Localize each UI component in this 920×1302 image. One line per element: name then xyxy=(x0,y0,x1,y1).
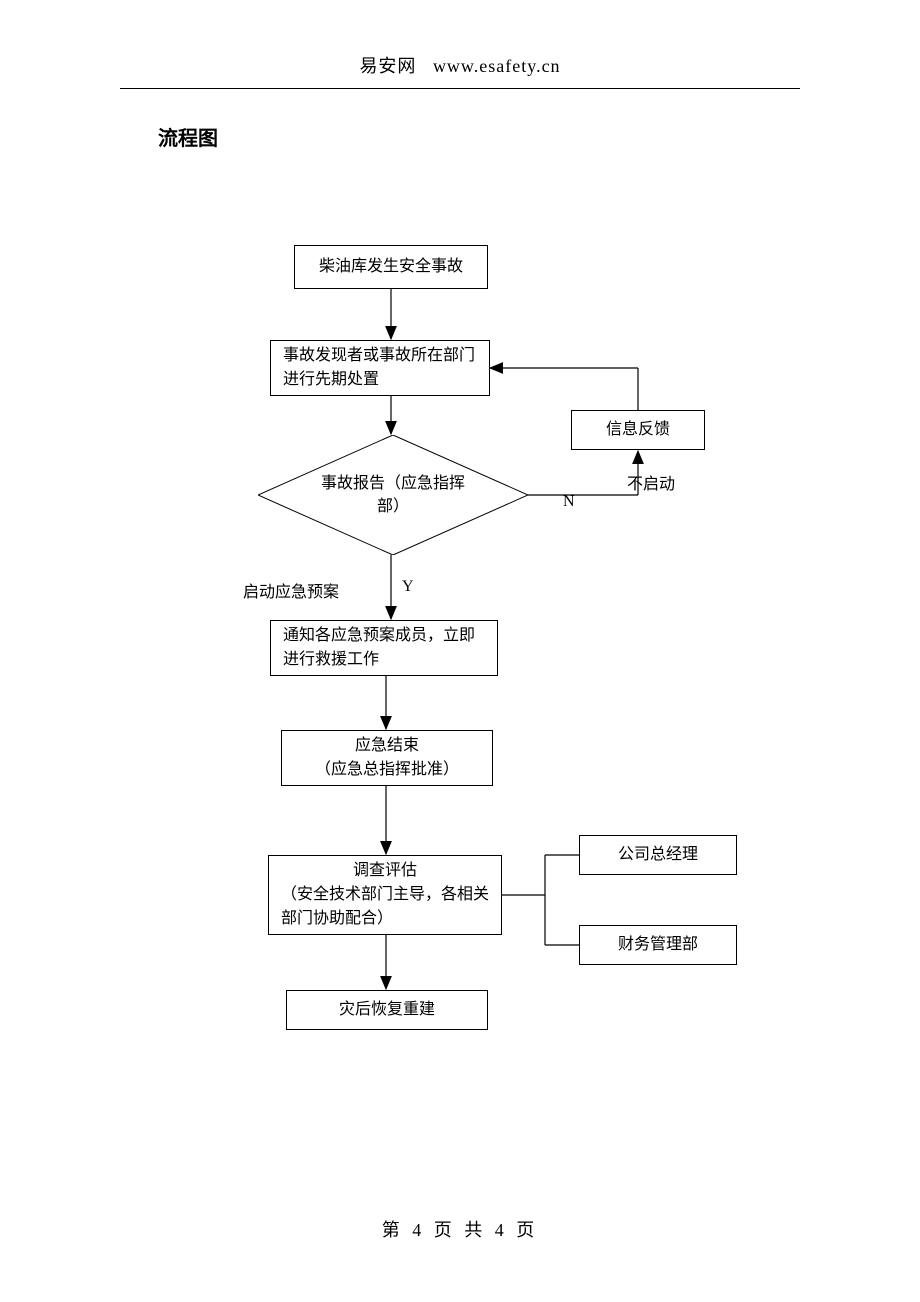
node-label: 信息反馈 xyxy=(606,418,670,442)
node-label: 通知各应急预案成员，立即进行救援工作 xyxy=(283,624,485,672)
node-notify-rescue: 通知各应急预案成员，立即进行救援工作 xyxy=(270,620,498,676)
node-label: 财务管理部 xyxy=(618,933,698,957)
header-rule xyxy=(120,88,800,89)
node-emergency-end: 应急结束 （应急总指挥批准） xyxy=(281,730,493,786)
node-incident-occurs: 柴油库发生安全事故 xyxy=(294,245,488,289)
node-finance-dept: 财务管理部 xyxy=(579,925,737,965)
node-label-line1: 调查评估 xyxy=(353,859,417,883)
node-initial-handling: 事故发现者或事故所在部门进行先期处置 xyxy=(270,340,490,396)
node-label-line2: 部） xyxy=(377,498,409,515)
node-label: 公司总经理 xyxy=(618,843,698,867)
node-feedback: 信息反馈 xyxy=(571,410,705,450)
label-start-plan: 启动应急预案 xyxy=(243,578,339,602)
section-title: 流程图 xyxy=(158,122,218,151)
header-site-url: www.esafety.cn xyxy=(433,56,561,76)
node-label-line2: （应急总指挥批准） xyxy=(315,758,459,782)
node-label-line1: 应急结束 xyxy=(355,734,419,758)
node-label: 事故发现者或事故所在部门进行先期处置 xyxy=(283,344,477,392)
node-general-manager: 公司总经理 xyxy=(579,835,737,875)
node-label-line1: 事故报告（应急指挥 xyxy=(321,475,465,492)
node-recovery: 灾后恢复重建 xyxy=(286,990,488,1030)
node-label-line2: （安全技术部门主导，各相关部门协助配合） xyxy=(281,883,489,931)
label-y: Y xyxy=(402,578,414,596)
node-investigation: 调查评估 （安全技术部门主导，各相关部门协助配合） xyxy=(268,855,502,935)
flowchart-container: 柴油库发生安全事故 事故发现者或事故所在部门进行先期处置 事故报告（应急指挥 部… xyxy=(0,245,920,1075)
node-incident-report-decision: 事故报告（应急指挥 部） xyxy=(258,435,528,555)
header-site-name: 易安网 xyxy=(359,56,416,76)
node-label: 灾后恢复重建 xyxy=(339,998,435,1022)
label-no-start: 不启动 xyxy=(627,470,675,494)
page-footer: 第 4 页 共 4 页 xyxy=(0,1216,920,1242)
label-n: N xyxy=(563,493,575,511)
node-label: 柴油库发生安全事故 xyxy=(319,255,463,279)
